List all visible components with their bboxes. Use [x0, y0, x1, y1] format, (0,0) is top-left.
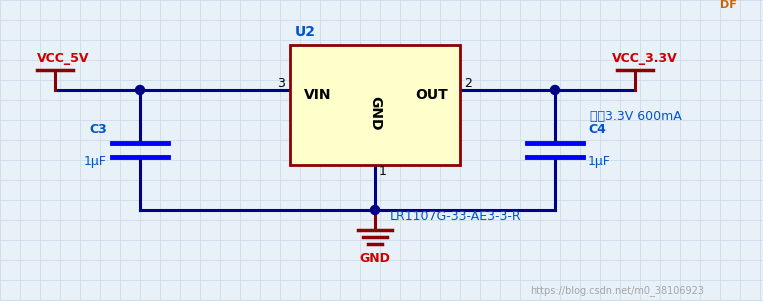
- Text: 1: 1: [379, 165, 387, 178]
- Text: VCC_3.3V: VCC_3.3V: [612, 52, 678, 65]
- Text: U2: U2: [295, 25, 316, 39]
- Text: GND: GND: [359, 252, 391, 265]
- Circle shape: [371, 206, 379, 215]
- Circle shape: [550, 85, 559, 95]
- Text: https://blog.csdn.net/m0_38106923: https://blog.csdn.net/m0_38106923: [530, 285, 704, 296]
- Text: GND: GND: [368, 96, 382, 130]
- Text: DF: DF: [720, 0, 737, 10]
- Text: 2: 2: [464, 77, 472, 90]
- Text: 1μF: 1μF: [84, 155, 107, 168]
- Circle shape: [136, 85, 144, 95]
- Text: 输出3.3V 600mA: 输出3.3V 600mA: [590, 110, 682, 123]
- Text: OUT: OUT: [416, 88, 449, 102]
- Text: VCC_5V: VCC_5V: [37, 52, 89, 65]
- Text: VIN: VIN: [304, 88, 332, 102]
- Text: C4: C4: [588, 123, 606, 136]
- Text: 1μF: 1μF: [588, 155, 611, 168]
- Text: 3: 3: [277, 77, 285, 90]
- Bar: [290, 45, 460, 165]
- Text: C3: C3: [89, 123, 107, 136]
- Text: LR1107G-33-AE3-3-R: LR1107G-33-AE3-3-R: [390, 210, 522, 223]
